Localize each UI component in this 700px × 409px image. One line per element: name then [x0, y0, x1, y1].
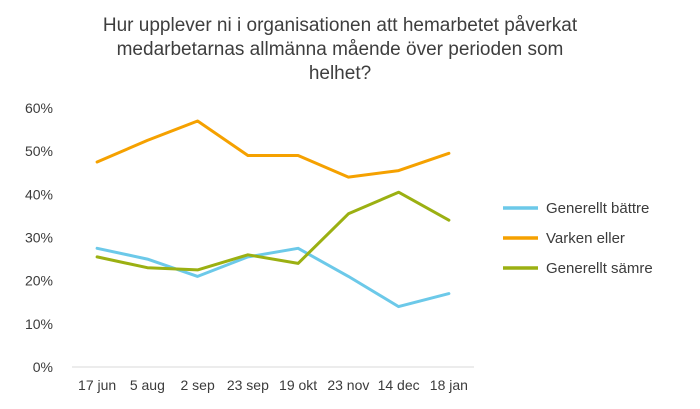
y-tick-label: 50%: [25, 143, 53, 159]
legend-label: Generellt sämre: [546, 260, 653, 277]
chart-title-line-3: helhet?: [308, 63, 372, 84]
legend-label: Varken eller: [546, 230, 625, 247]
legend-label: Generellt bättre: [546, 200, 649, 217]
x-tick-label: 14 dec: [378, 377, 420, 393]
x-tick-label: 23 sep: [227, 377, 269, 393]
chart-title: Hur upplever ni i organisationen att hem…: [60, 14, 620, 86]
x-tick-label: 23 nov: [327, 377, 369, 393]
y-tick-label: 60%: [25, 100, 53, 116]
series-line-2: [95, 119, 451, 179]
chart-title-line-1: Hur upplever ni i organisationen att hem…: [102, 15, 578, 36]
x-tick-label: 2 sep: [181, 377, 215, 393]
y-tick-label: 10%: [25, 316, 53, 332]
y-tick-label: 0%: [33, 359, 53, 375]
y-tick-label: 30%: [25, 230, 53, 246]
x-tick-label: 17 jun: [78, 377, 116, 393]
x-tick-label: 18 jan: [430, 377, 468, 393]
y-tick-label: 40%: [25, 186, 53, 202]
series-lines: [95, 119, 451, 309]
x-axis: 17 jun 5 aug 2 sep 23 sep 19 okt 23 nov 14 dec…: [78, 377, 468, 393]
y-axis: 0% 10% 20% 30% 40% 50% 60%: [25, 100, 53, 375]
x-tick-label: 19 okt: [279, 377, 317, 393]
series-line-1: [95, 246, 451, 309]
x-tick-label: 5 aug: [130, 377, 165, 393]
y-tick-label: 20%: [25, 273, 53, 289]
legend: Generellt bättre Varken eller Generellt sä…: [503, 200, 653, 277]
series-line-3: [95, 190, 451, 272]
chart-title-line-2: medarbetarnas allmänna mående över perio…: [116, 39, 564, 60]
